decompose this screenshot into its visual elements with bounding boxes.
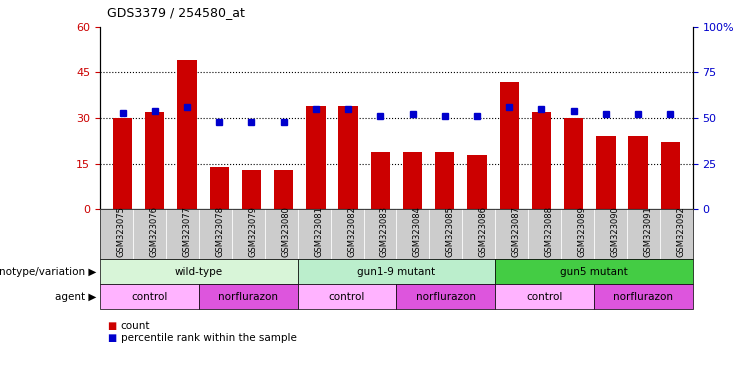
Text: GSM323077: GSM323077 xyxy=(182,206,191,257)
Bar xyxy=(628,136,648,209)
Bar xyxy=(339,106,358,209)
Text: ■: ■ xyxy=(107,321,116,331)
Text: GSM323090: GSM323090 xyxy=(611,207,619,257)
Text: genotype/variation ▶: genotype/variation ▶ xyxy=(0,266,96,277)
Text: GSM323086: GSM323086 xyxy=(479,206,488,257)
Text: norflurazon: norflurazon xyxy=(219,291,278,302)
Text: GSM323075: GSM323075 xyxy=(116,207,125,257)
Text: GSM323092: GSM323092 xyxy=(677,207,685,257)
Text: GSM323089: GSM323089 xyxy=(577,207,587,257)
Bar xyxy=(306,106,325,209)
Text: GSM323076: GSM323076 xyxy=(150,206,159,257)
Text: GDS3379 / 254580_at: GDS3379 / 254580_at xyxy=(107,6,245,19)
Bar xyxy=(468,155,487,209)
Bar xyxy=(435,152,454,209)
Bar xyxy=(370,152,390,209)
Text: GSM323083: GSM323083 xyxy=(380,206,389,257)
Text: percentile rank within the sample: percentile rank within the sample xyxy=(121,333,296,343)
Text: gun1-9 mutant: gun1-9 mutant xyxy=(357,266,436,277)
Text: ■: ■ xyxy=(107,333,116,343)
Bar xyxy=(532,112,551,209)
Bar xyxy=(242,170,261,209)
Text: wild-type: wild-type xyxy=(175,266,223,277)
Text: count: count xyxy=(121,321,150,331)
Text: GSM323082: GSM323082 xyxy=(347,207,356,257)
Text: gun5 mutant: gun5 mutant xyxy=(560,266,628,277)
Text: GSM323081: GSM323081 xyxy=(314,207,323,257)
Bar xyxy=(210,167,229,209)
Text: GSM323079: GSM323079 xyxy=(248,207,257,257)
Text: GSM323080: GSM323080 xyxy=(281,207,290,257)
Text: GSM323078: GSM323078 xyxy=(216,206,225,257)
Text: GSM323084: GSM323084 xyxy=(413,207,422,257)
Bar xyxy=(113,118,132,209)
Text: control: control xyxy=(131,291,167,302)
Bar xyxy=(274,170,293,209)
Bar xyxy=(499,82,519,209)
Text: control: control xyxy=(526,291,563,302)
Text: GSM323088: GSM323088 xyxy=(545,206,554,257)
Bar xyxy=(177,60,196,209)
Text: GSM323085: GSM323085 xyxy=(446,207,455,257)
Text: norflurazon: norflurazon xyxy=(614,291,674,302)
Bar xyxy=(403,152,422,209)
Bar xyxy=(145,112,165,209)
Text: norflurazon: norflurazon xyxy=(416,291,476,302)
Bar xyxy=(597,136,616,209)
Bar xyxy=(661,142,680,209)
Text: GSM323087: GSM323087 xyxy=(512,206,521,257)
Bar xyxy=(564,118,583,209)
Text: GSM323091: GSM323091 xyxy=(643,207,652,257)
Text: control: control xyxy=(329,291,365,302)
Text: agent ▶: agent ▶ xyxy=(55,291,96,302)
